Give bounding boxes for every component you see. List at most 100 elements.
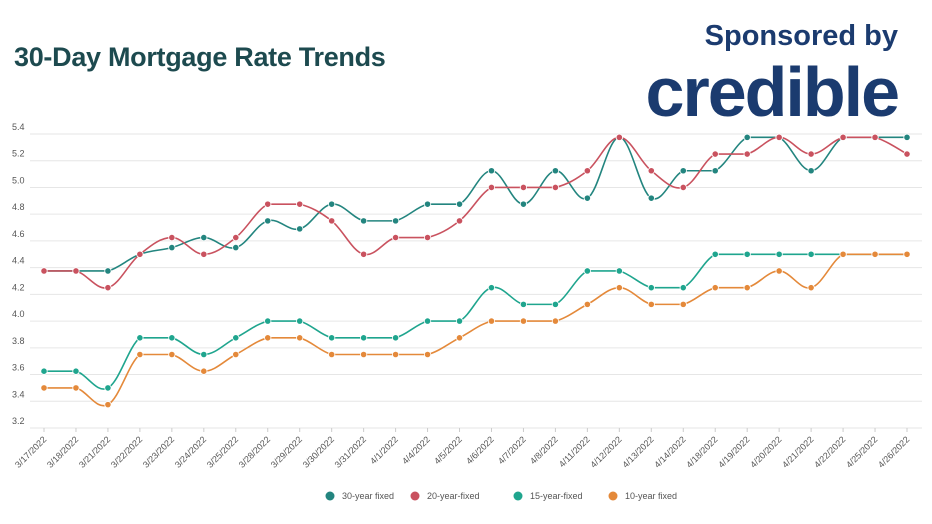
data-point [328, 217, 336, 225]
data-point [136, 334, 144, 342]
y-tick-label: 4.4 [12, 256, 25, 266]
data-point [360, 350, 368, 359]
x-tick-label: 4/7/2022 [496, 434, 528, 466]
data-point [232, 243, 240, 252]
data-point [360, 250, 368, 258]
data-point [839, 133, 847, 141]
data-point [423, 200, 432, 208]
data-point [487, 317, 496, 325]
data-point [487, 183, 496, 192]
x-tick-label: 3/30/2022 [301, 434, 336, 469]
x-tick-label: 4/1/2022 [368, 434, 400, 466]
y-tick-label: 3.8 [12, 336, 25, 346]
data-point [807, 250, 815, 258]
data-point [200, 367, 208, 375]
x-tick-label: 4/13/2022 [620, 434, 655, 469]
data-point [871, 250, 879, 258]
data-point [487, 284, 496, 292]
data-point [903, 133, 911, 141]
data-point [743, 133, 751, 141]
x-tick-label: 4/20/2022 [748, 434, 783, 469]
data-point [903, 150, 911, 158]
data-point [711, 150, 719, 158]
data-point [743, 250, 751, 258]
data-point [615, 267, 623, 275]
x-tick-label: 3/29/2022 [269, 434, 304, 469]
x-tick-label: 3/22/2022 [109, 434, 144, 469]
x-tick-label: 3/31/2022 [333, 434, 368, 469]
x-tick-label: 4/14/2022 [652, 434, 687, 469]
data-point [487, 167, 496, 175]
data-point [551, 300, 560, 308]
data-point [328, 350, 336, 359]
x-tick-label: 3/23/2022 [141, 434, 176, 469]
data-point [519, 183, 528, 192]
data-point [583, 267, 591, 275]
data-point [519, 317, 528, 325]
x-tick-label: 4/25/2022 [844, 434, 879, 469]
data-point [871, 133, 879, 141]
data-point [423, 317, 432, 325]
data-point [647, 284, 655, 292]
data-point [200, 350, 208, 359]
x-tick-label: 4/19/2022 [716, 434, 751, 469]
y-tick-label: 5.2 [12, 149, 25, 159]
data-point [104, 284, 112, 292]
y-tick-label: 3.4 [12, 389, 25, 399]
data-point [72, 267, 80, 275]
data-point [807, 150, 815, 158]
data-point [264, 217, 272, 225]
data-point [711, 250, 719, 258]
data-point [136, 350, 144, 359]
data-point [264, 317, 272, 325]
legend-swatch [513, 491, 523, 501]
y-tick-label: 4.6 [12, 229, 25, 239]
x-tick-label: 4/22/2022 [812, 434, 847, 469]
data-point [647, 194, 655, 202]
data-point [743, 284, 751, 292]
data-point [775, 133, 783, 141]
data-point [711, 167, 719, 175]
x-tick-label: 3/24/2022 [173, 434, 208, 469]
data-point [519, 200, 528, 208]
y-tick-label: 4.8 [12, 202, 25, 212]
data-point [232, 233, 240, 242]
data-point [328, 334, 336, 342]
legend-swatch [325, 491, 335, 501]
x-tick-label: 3/21/2022 [77, 434, 112, 469]
data-point [391, 217, 400, 225]
legend-swatch [608, 491, 618, 501]
data-point [551, 167, 560, 175]
x-tick-label: 4/5/2022 [432, 434, 464, 466]
x-tick-label: 3/18/2022 [45, 434, 80, 469]
data-point [104, 384, 112, 392]
data-point [679, 183, 687, 192]
series-line-0 [44, 136, 907, 272]
x-tick-label: 3/25/2022 [205, 434, 240, 469]
data-point [455, 200, 464, 208]
data-point [423, 350, 432, 359]
data-point [104, 267, 112, 275]
x-tick-label: 4/4/2022 [400, 434, 432, 466]
series-line-1 [44, 136, 908, 289]
data-point [168, 350, 176, 359]
legend-swatch [410, 491, 420, 501]
data-point [200, 233, 208, 242]
data-point [743, 150, 751, 158]
data-point [72, 384, 80, 392]
x-tick-label: 4/26/2022 [876, 434, 911, 469]
data-point [104, 401, 112, 409]
data-point [583, 194, 591, 202]
chart-title: 30-Day Mortgage Rate Trends [14, 42, 386, 72]
y-tick-label: 4.0 [12, 309, 25, 319]
data-point [583, 300, 591, 308]
data-point [679, 284, 687, 292]
data-point [264, 334, 272, 342]
data-point [647, 167, 655, 175]
data-point [360, 334, 368, 342]
x-tick-label: 4/21/2022 [780, 434, 815, 469]
data-point [232, 334, 240, 342]
data-point [40, 367, 48, 375]
data-point [360, 217, 368, 225]
data-point [40, 384, 48, 392]
